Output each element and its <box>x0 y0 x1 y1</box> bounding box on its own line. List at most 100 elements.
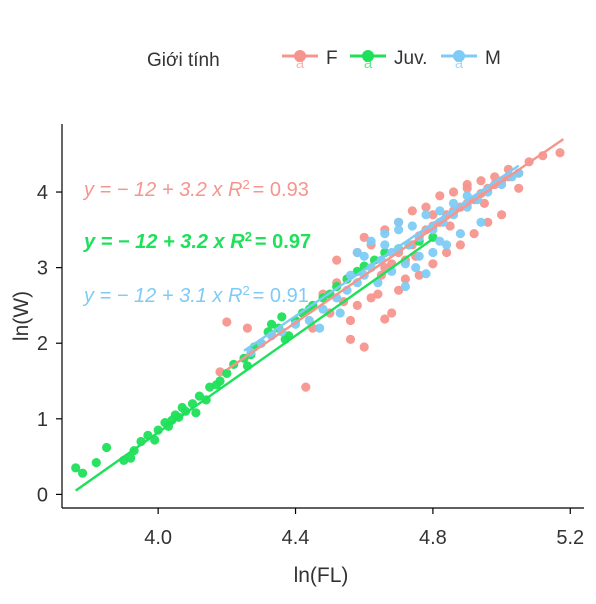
point-m <box>428 247 438 258</box>
point-juv <box>215 376 225 386</box>
point-m <box>318 304 328 314</box>
fit-lines-layer <box>75 138 565 492</box>
point-f <box>359 232 369 242</box>
point-f <box>352 300 362 310</box>
point-f <box>462 179 472 190</box>
equation-m: y = − 12 + 3.1 x R2 = 0.91 <box>82 283 309 308</box>
y-tick-label: 3 <box>37 258 48 280</box>
y-ticks: 0 1 2 3 4 <box>37 182 62 506</box>
legend-label: M <box>485 48 501 69</box>
point-juv <box>194 391 204 401</box>
point-f <box>442 247 452 258</box>
point-m <box>407 221 417 231</box>
point-juv <box>91 458 101 468</box>
point-f <box>428 259 438 269</box>
point-m <box>400 281 410 292</box>
point-juv <box>126 453 136 463</box>
point-f <box>407 206 417 216</box>
x-ticks: 4.0 4.4 4.8 5.2 <box>144 508 584 549</box>
y-tick-label: 1 <box>37 409 48 431</box>
legend-key-point <box>453 50 465 62</box>
y-tick-label: 2 <box>37 333 48 355</box>
equation-f: y = − 12 + 3.2 x R2 = 0.93 <box>82 177 309 202</box>
legend-key-point <box>294 50 306 62</box>
point-juv <box>102 442 112 453</box>
point-m <box>414 251 424 261</box>
legend-key-point <box>362 50 374 62</box>
point-juv <box>78 468 88 478</box>
point-m <box>455 229 465 239</box>
point-m <box>359 251 369 261</box>
point-m <box>335 308 345 318</box>
point-juv <box>277 312 287 322</box>
x-tick-label: 4.4 <box>282 527 310 549</box>
point-m <box>315 323 325 333</box>
point-f <box>483 217 493 227</box>
point-m <box>435 236 445 246</box>
point-f <box>469 229 479 239</box>
point-f <box>359 342 369 352</box>
legend-key-glyph: a <box>455 55 464 72</box>
fit-line-f <box>226 138 565 371</box>
legend-item-juv: a Juv. <box>350 48 427 72</box>
fit-line-m <box>243 164 520 352</box>
point-f <box>555 148 565 158</box>
point-juv <box>222 368 232 378</box>
point-m <box>366 236 376 246</box>
point-f <box>380 314 390 324</box>
point-f <box>514 183 524 193</box>
point-f <box>366 293 376 303</box>
x-tick-label: 4.8 <box>419 527 447 549</box>
x-axis-label: ln(FL) <box>294 564 349 587</box>
point-m <box>421 210 431 220</box>
equation-juv: y = − 12 + 3.2 x R2 = 0.97 <box>83 229 311 254</box>
point-f <box>222 317 232 327</box>
point-f <box>448 187 459 197</box>
point-f <box>373 289 383 299</box>
point-f <box>421 202 431 212</box>
point-f <box>497 210 507 220</box>
point-m <box>352 278 362 288</box>
equations-layer: y = − 12 + 3.2 x R2 = 0.93 y = − 12 + 3.2 … <box>82 177 311 308</box>
point-juv <box>191 408 201 418</box>
legend-items: a F a Juv. a M <box>282 48 501 72</box>
legend-key-glyph: a <box>364 55 373 72</box>
y-tick-label: 4 <box>37 182 48 204</box>
point-f <box>479 198 489 208</box>
fit-line-juv <box>75 237 434 492</box>
point-f <box>332 255 342 265</box>
point-f <box>476 176 486 186</box>
point-m <box>394 225 404 235</box>
point-m <box>411 263 421 273</box>
legend-label: Juv. <box>394 48 427 69</box>
point-f <box>301 382 311 392</box>
point-juv <box>71 463 81 473</box>
point-f <box>400 274 410 284</box>
point-m <box>435 206 445 216</box>
x-tick-label: 5.2 <box>556 527 584 549</box>
point-f <box>428 210 438 220</box>
point-m <box>380 229 390 239</box>
y-tick-label: 0 <box>37 484 48 506</box>
point-f <box>394 285 404 295</box>
point-m <box>352 247 362 258</box>
point-m <box>442 240 452 250</box>
point-m <box>421 269 431 279</box>
point-f <box>345 315 356 326</box>
point-f <box>242 323 252 333</box>
points-layer <box>71 148 565 478</box>
point-f <box>345 334 356 344</box>
point-m <box>400 259 410 269</box>
legend-label: F <box>326 48 338 69</box>
point-f <box>387 308 397 318</box>
point-m <box>448 198 459 208</box>
point-juv <box>266 319 277 329</box>
point-f <box>445 221 455 231</box>
point-f <box>435 191 445 201</box>
point-m <box>476 217 486 227</box>
y-axis-label: ln(W) <box>10 291 33 341</box>
point-m <box>304 315 314 326</box>
